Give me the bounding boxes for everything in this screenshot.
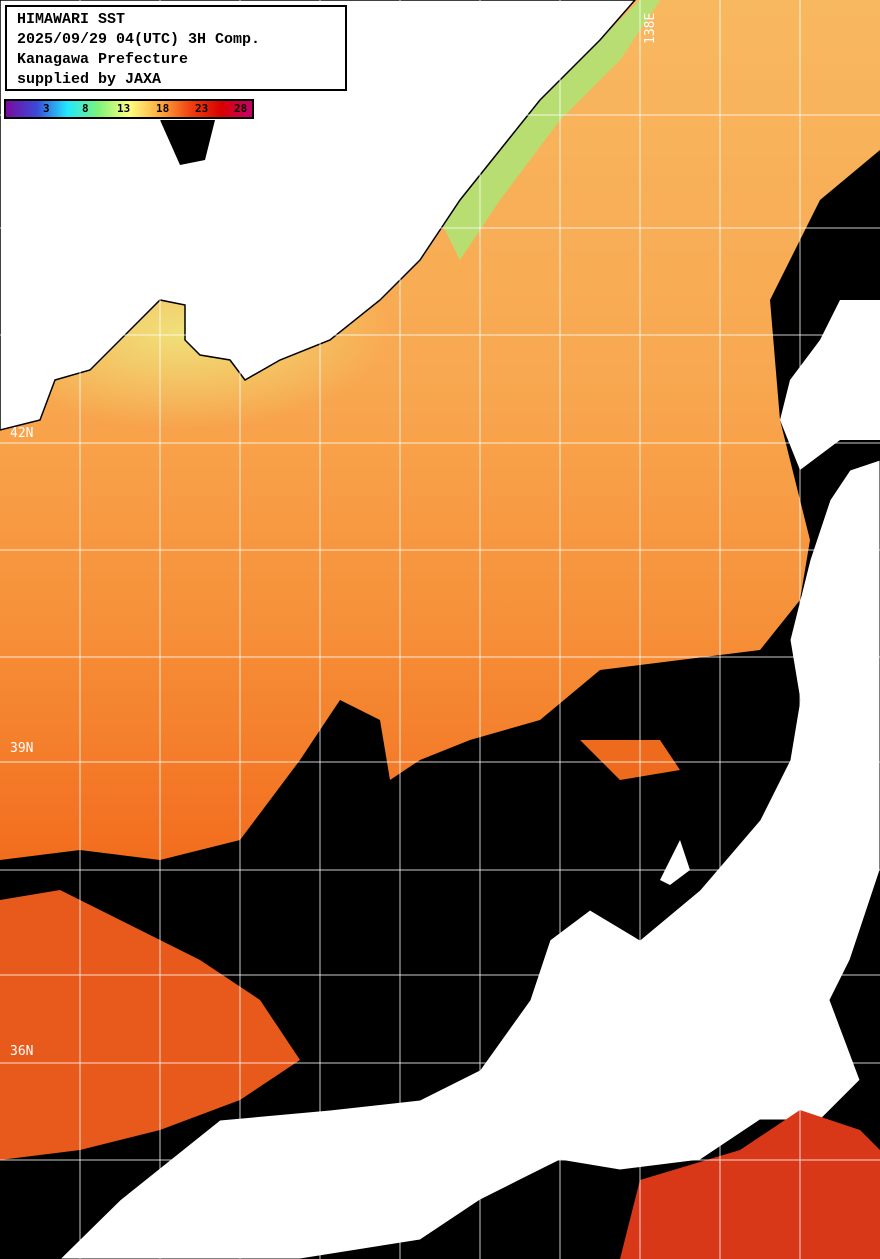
legend-tick: 28 xyxy=(234,102,248,115)
lat-label-42n: 42N xyxy=(10,426,34,441)
color-scale-bar xyxy=(6,101,252,117)
cold-coastal-water xyxy=(440,0,660,260)
lat-label-39n: 39N xyxy=(10,741,34,756)
island-sado xyxy=(660,840,690,885)
legend-tick: 23 xyxy=(195,102,209,115)
land-honshu xyxy=(59,459,880,1259)
title-box: HIMAWARI SST 2025/09/29 04(UTC) 3H Comp.… xyxy=(5,5,347,91)
sea-patch-southwest xyxy=(0,890,300,1160)
cloud-patch-north xyxy=(160,120,215,165)
legend-tick: 3 xyxy=(43,102,50,115)
title-line-source: supplied by JAXA xyxy=(17,71,162,88)
title-line-product: HIMAWARI SST xyxy=(17,11,126,28)
legend-tick: 18 xyxy=(156,102,170,115)
lon-label-138e: 138E xyxy=(643,12,658,44)
title-line-provider: Kanagawa Prefecture xyxy=(17,51,189,68)
legend-tick: 13 xyxy=(117,102,131,115)
sea-patch-east xyxy=(580,740,680,780)
sea-patch-pacific xyxy=(620,1110,880,1259)
land-hokkaido-south xyxy=(780,300,880,470)
color-scale-legend: 3 8 13 18 23 28 xyxy=(4,99,254,119)
legend-tick: 8 xyxy=(82,102,89,115)
title-line-date: 2025/09/29 04(UTC) 3H Comp. xyxy=(17,31,261,48)
lat-label-36n: 36N xyxy=(10,1044,34,1059)
